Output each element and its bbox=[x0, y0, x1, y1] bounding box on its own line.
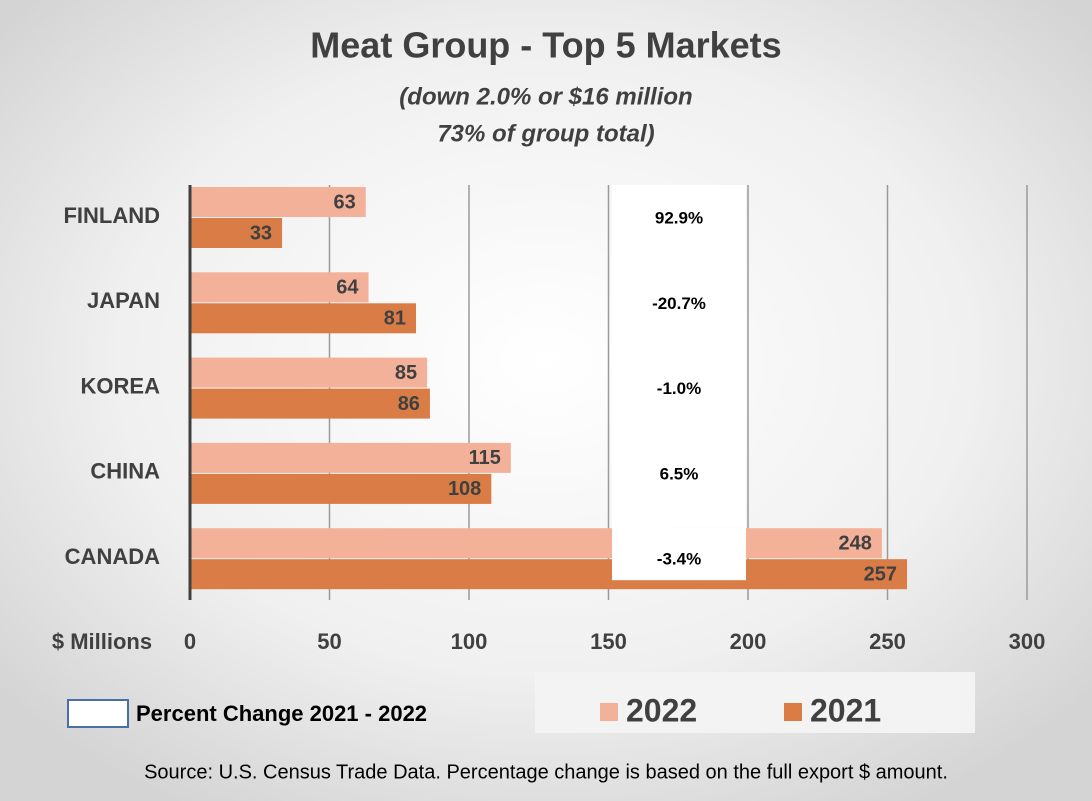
percent-column bbox=[612, 185, 746, 527]
y-tick-label: CHINA bbox=[90, 459, 160, 484]
legend-band bbox=[535, 672, 975, 733]
bar bbox=[190, 388, 430, 419]
legend-label: 2022 bbox=[626, 692, 697, 728]
source-note: Source: U.S. Census Trade Data. Percenta… bbox=[144, 761, 948, 783]
bar bbox=[190, 272, 369, 303]
percent-box bbox=[612, 527, 746, 581]
x-tick-label: 200 bbox=[730, 629, 767, 654]
y-tick-label: FINLAND bbox=[63, 203, 160, 228]
legend-swatch bbox=[67, 699, 129, 728]
percent-change-label: -3.4% bbox=[657, 550, 701, 569]
x-axis-label: $ Millions bbox=[52, 629, 152, 654]
bar bbox=[190, 473, 492, 504]
bar bbox=[190, 218, 283, 248]
subtitle: 73% of group total) bbox=[437, 120, 654, 147]
legend-swatch bbox=[784, 703, 802, 721]
bar-value-label: 63 bbox=[334, 191, 356, 213]
y-tick-label: CANADA bbox=[65, 544, 160, 569]
bar bbox=[190, 559, 908, 590]
legend-label: Percent Change 2021 - 2022 bbox=[136, 701, 427, 726]
x-tick-label: 50 bbox=[317, 629, 341, 654]
percent-change-label: 92.9% bbox=[655, 208, 703, 227]
legend-swatch bbox=[600, 703, 618, 721]
bar-value-label: 81 bbox=[384, 308, 406, 330]
x-tick-label: 150 bbox=[590, 629, 627, 654]
x-tick-label: 250 bbox=[869, 629, 906, 654]
percent-change-label: -20.7% bbox=[652, 294, 706, 313]
chart-title: Meat Group - Top 5 Markets bbox=[310, 25, 781, 66]
subtitle: (down 2.0% or $16 million bbox=[399, 83, 692, 110]
bar-value-label: 85 bbox=[395, 362, 417, 384]
x-tick-label: 100 bbox=[451, 629, 488, 654]
bar-value-label: 33 bbox=[250, 222, 272, 244]
percent-change-label: -1.0% bbox=[657, 379, 701, 398]
percent-change-label: 6.5% bbox=[660, 464, 699, 483]
bar bbox=[190, 528, 882, 559]
bar bbox=[190, 187, 366, 217]
bar-value-label: 64 bbox=[336, 277, 359, 299]
bar bbox=[190, 357, 428, 388]
bar bbox=[190, 442, 511, 473]
x-tick-label: 300 bbox=[1009, 629, 1046, 654]
bar bbox=[190, 303, 416, 334]
legend-label: 2021 bbox=[810, 692, 881, 728]
y-tick-label: JAPAN bbox=[87, 288, 160, 313]
bar-value-label: 248 bbox=[839, 532, 872, 554]
bar-value-label: 257 bbox=[864, 563, 897, 585]
x-tick-label: 0 bbox=[184, 629, 196, 654]
y-tick-label: KOREA bbox=[81, 373, 161, 398]
bar-value-label: 115 bbox=[469, 447, 501, 469]
bar-value-label: 108 bbox=[448, 478, 481, 500]
bar-value-label: 86 bbox=[398, 393, 420, 415]
